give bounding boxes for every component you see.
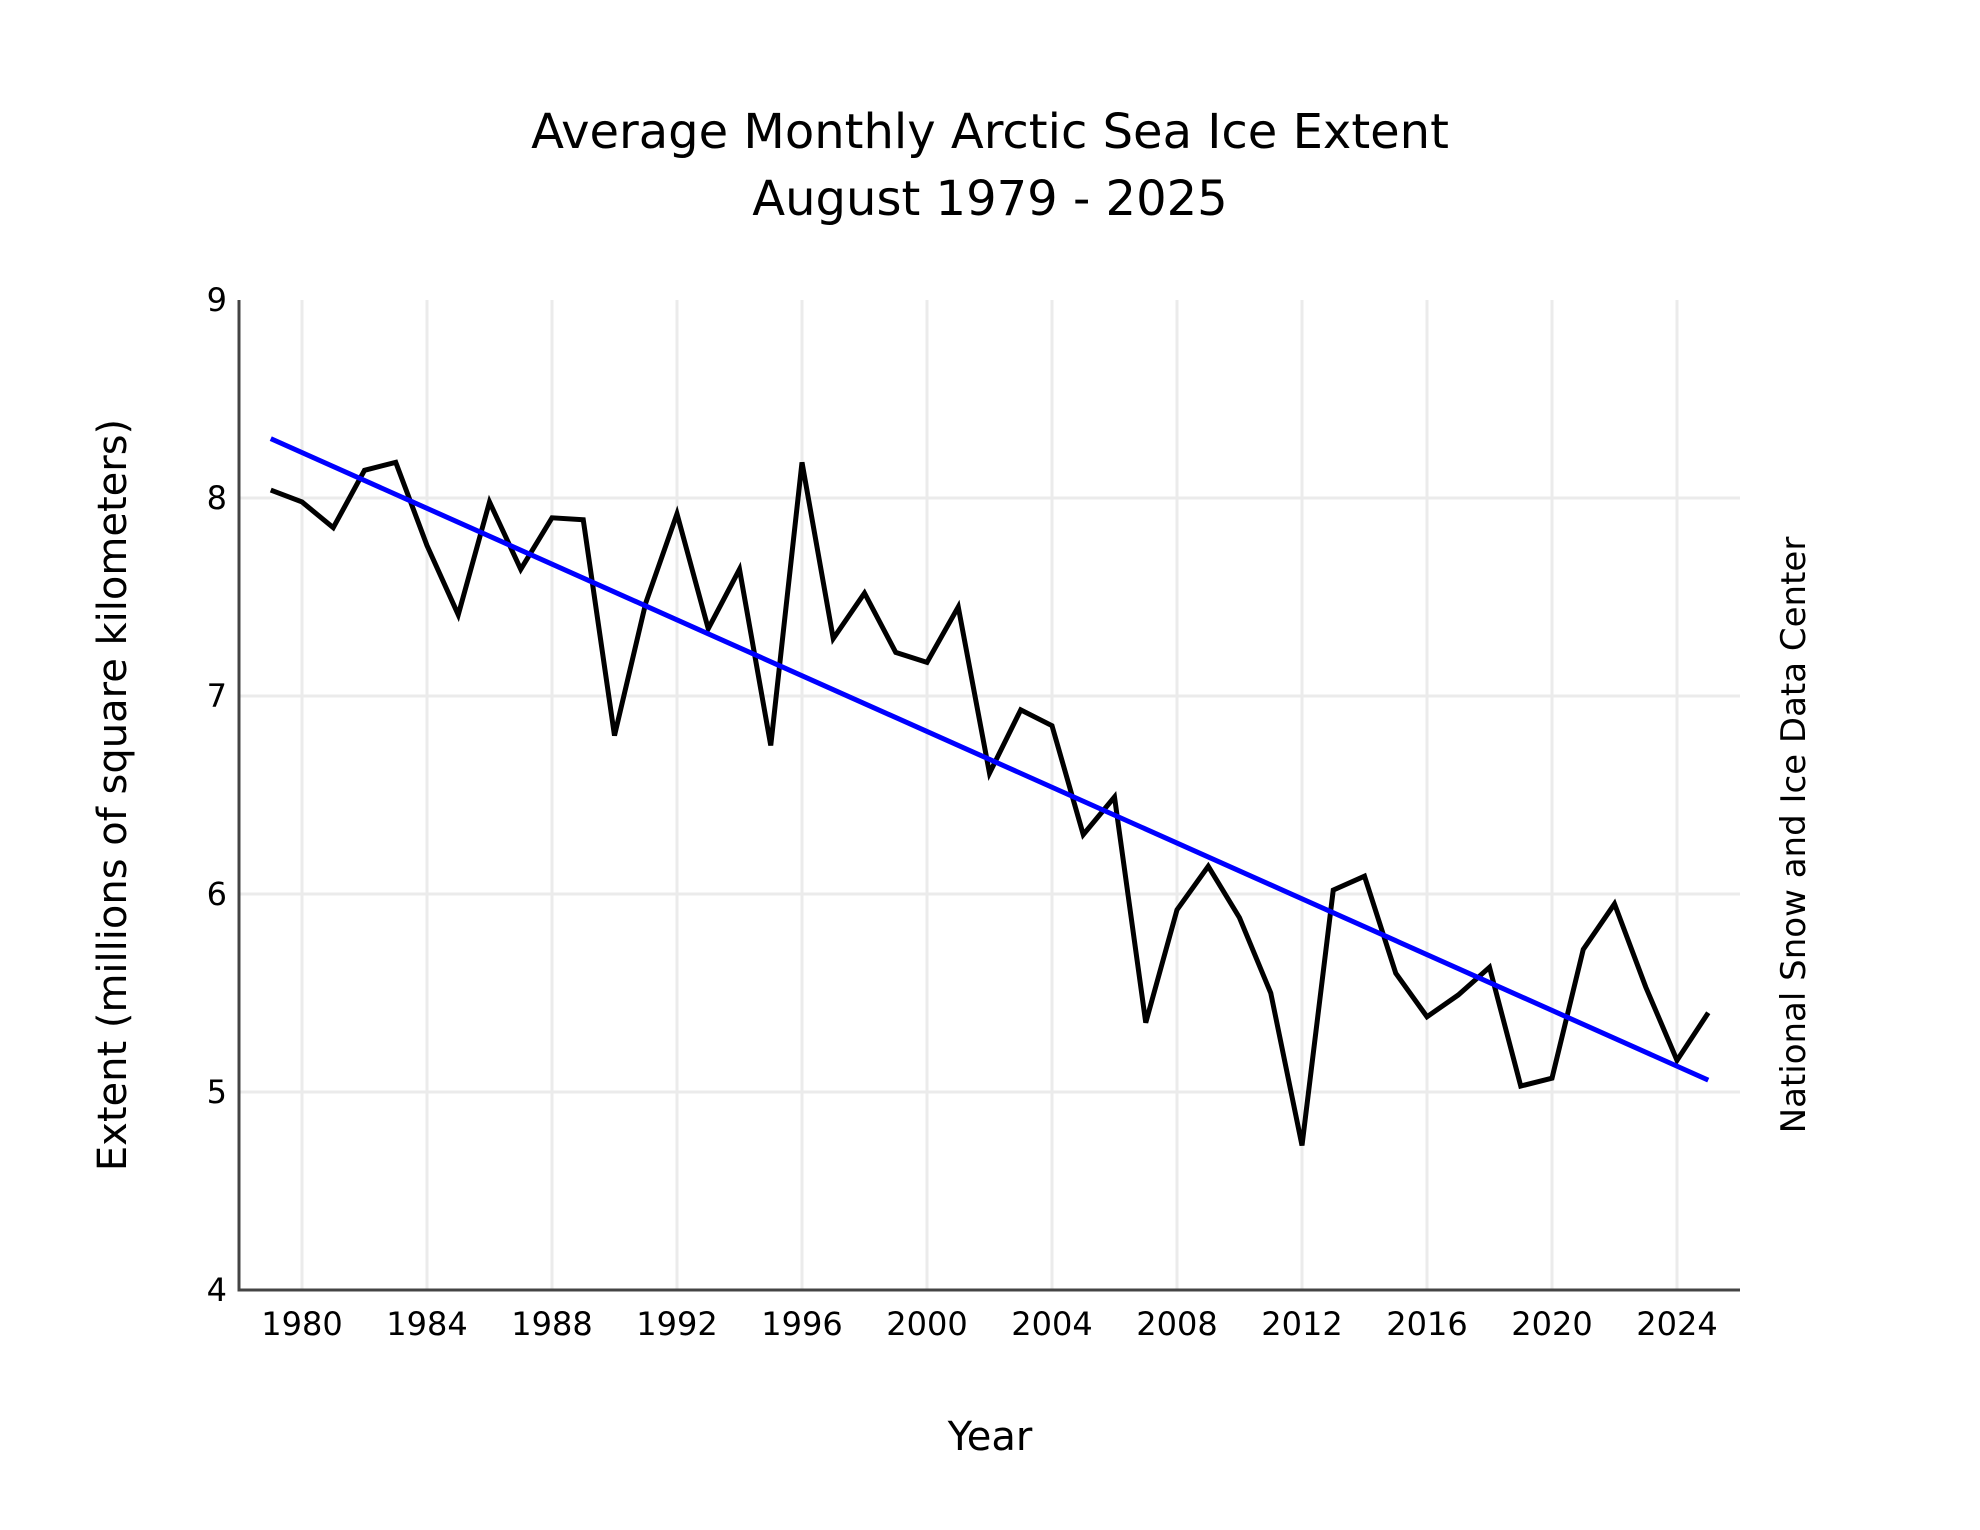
grid bbox=[239, 300, 1740, 1290]
x-tick-label: 2024 bbox=[1636, 1305, 1717, 1343]
x-tick-label: 1996 bbox=[761, 1305, 842, 1343]
x-tick-label: 2016 bbox=[1386, 1305, 1467, 1343]
x-tick-label: 2000 bbox=[886, 1305, 967, 1343]
y-tick-label: 5 bbox=[207, 1073, 227, 1111]
x-tick-label: 1984 bbox=[386, 1305, 467, 1343]
chart-subtitle: August 1979 - 2025 bbox=[752, 171, 1227, 227]
y-tick-labels: 4 5 6 7 8 9 bbox=[207, 281, 227, 1309]
x-tick-label: 2012 bbox=[1261, 1305, 1342, 1343]
x-tick-label: 2020 bbox=[1511, 1305, 1592, 1343]
y-tick-label: 7 bbox=[207, 677, 227, 715]
axes bbox=[237, 300, 1740, 1292]
y-tick-label: 8 bbox=[207, 479, 227, 517]
y-axis-label: Extent (millions of square kilometers) bbox=[90, 419, 136, 1171]
x-tick-label: 1980 bbox=[261, 1305, 342, 1343]
x-tick-label: 2004 bbox=[1011, 1305, 1092, 1343]
y-tick-label: 4 bbox=[207, 1271, 227, 1309]
trend-line bbox=[269, 436, 1710, 1083]
x-axis-label: Year bbox=[947, 1414, 1033, 1460]
extent-line bbox=[269, 459, 1711, 1146]
credit-label: National Snow and Ice Data Center bbox=[1774, 537, 1814, 1134]
chart-title: Average Monthly Arctic Sea Ice Extent bbox=[531, 104, 1449, 160]
y-tick-label: 9 bbox=[207, 281, 227, 319]
x-tick-label: 2008 bbox=[1136, 1305, 1217, 1343]
series bbox=[269, 436, 1711, 1146]
x-tick-labels: 1980 1984 1988 1992 1996 2000 2004 2008 2012 2016… bbox=[261, 1305, 1717, 1343]
x-tick-label: 1988 bbox=[511, 1305, 592, 1343]
y-tick-label: 6 bbox=[207, 875, 227, 913]
x-tick-label: 1992 bbox=[636, 1305, 717, 1343]
